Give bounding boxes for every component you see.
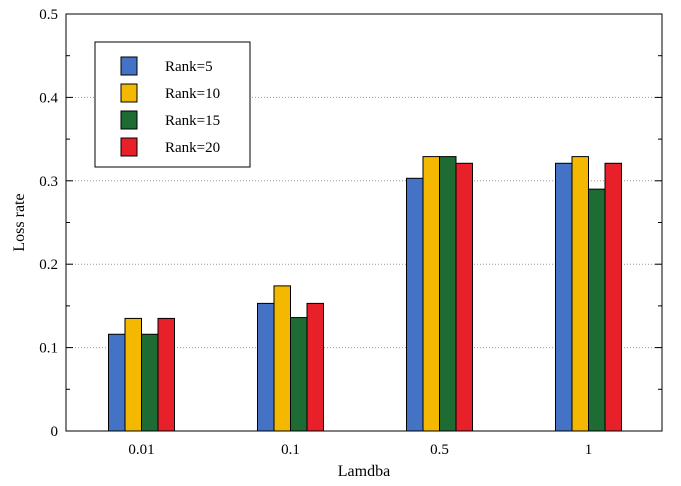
bar-rank-15-0_01 <box>142 334 159 431</box>
x-tick-label: 0.01 <box>128 442 154 458</box>
y-tick-label: 0.3 <box>39 174 58 190</box>
bar-rank-5-0_01 <box>109 334 126 431</box>
bar-rank-20-0_5 <box>456 163 473 431</box>
legend-swatch <box>121 84 137 102</box>
bar-rank-5-0_1 <box>258 303 275 431</box>
legend-label: Rank=20 <box>165 140 220 156</box>
bar-rank-15-1 <box>589 189 606 431</box>
y-tick-label: 0.2 <box>39 257 58 273</box>
legend-swatch <box>121 57 137 75</box>
legend: Rank=5 Rank=10 Rank=15 Rank=20 <box>95 42 250 167</box>
bar-rank-20-0_1 <box>307 303 324 431</box>
bar-rank-5-1 <box>556 163 573 431</box>
x-tick-label: 0.5 <box>430 442 449 458</box>
bar-rank-10-0_01 <box>125 318 142 431</box>
y-tick-label: 0.1 <box>39 341 58 357</box>
bar-rank-10-1 <box>572 157 589 431</box>
x-axis-title: Lamdba <box>338 463 390 480</box>
bar-rank-15-0_1 <box>291 318 308 431</box>
bar-rank-20-1 <box>605 163 622 431</box>
y-axis-title: Loss rate <box>11 193 28 251</box>
legend-swatch <box>121 111 137 129</box>
legend-label: Rank=15 <box>165 113 220 129</box>
bar-rank-10-0_1 <box>274 286 291 431</box>
y-tick-label: 0.5 <box>39 7 58 23</box>
x-tick-label: 0.1 <box>281 442 300 458</box>
y-tick-label: 0.4 <box>39 90 58 106</box>
bar-rank-15-0_5 <box>440 157 457 431</box>
bars <box>109 157 622 431</box>
x-tick-label: 1 <box>585 442 593 458</box>
legend-label: Rank=5 <box>165 59 213 75</box>
y-tick-label: 0 <box>51 424 59 440</box>
legend-label: Rank=10 <box>165 86 220 102</box>
legend-swatch <box>121 138 137 156</box>
bar-rank-10-0_5 <box>423 157 440 431</box>
bar-rank-5-0_5 <box>407 178 424 431</box>
bar-rank-20-0_01 <box>158 318 175 431</box>
